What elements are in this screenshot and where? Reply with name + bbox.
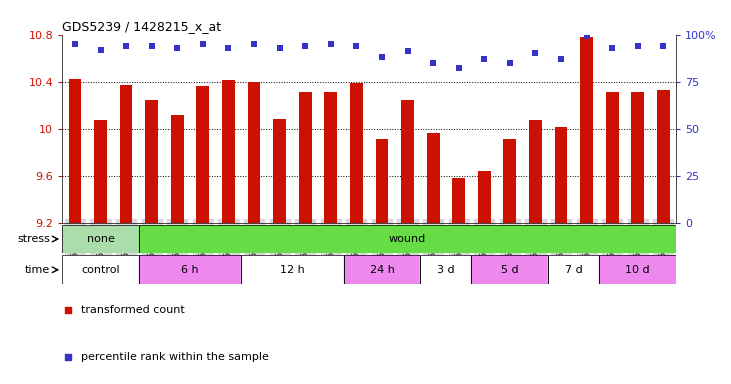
Text: wound: wound <box>389 234 426 244</box>
Text: percentile rank within the sample: percentile rank within the sample <box>80 352 268 362</box>
Point <box>273 45 285 51</box>
Text: GDS5239 / 1428215_x_at: GDS5239 / 1428215_x_at <box>62 20 221 33</box>
Bar <box>299 92 311 223</box>
Bar <box>197 86 209 223</box>
Point <box>249 41 260 47</box>
Bar <box>62 255 139 284</box>
Point <box>145 43 158 49</box>
Bar <box>657 90 670 223</box>
Bar <box>471 255 548 284</box>
Point <box>606 45 618 51</box>
Bar <box>580 37 593 223</box>
Point <box>95 46 107 53</box>
Bar <box>273 119 286 223</box>
Bar <box>62 255 139 284</box>
Point <box>556 56 567 62</box>
Bar <box>555 127 567 223</box>
Point <box>376 54 387 60</box>
Point <box>222 45 234 51</box>
Bar <box>452 178 465 223</box>
Bar <box>478 171 491 223</box>
Bar <box>62 225 139 253</box>
Bar <box>69 79 81 223</box>
Bar <box>171 114 183 223</box>
Bar <box>344 255 420 284</box>
Bar <box>145 101 158 223</box>
Point <box>453 65 465 71</box>
Bar <box>139 255 241 284</box>
Text: 24 h: 24 h <box>369 265 395 275</box>
Bar <box>248 82 260 223</box>
Text: transformed count: transformed count <box>80 305 184 314</box>
Point <box>351 43 363 49</box>
Point <box>658 43 670 49</box>
Point <box>402 48 414 55</box>
Bar <box>427 133 439 223</box>
Text: 7 d: 7 d <box>565 265 583 275</box>
Bar <box>471 255 548 284</box>
Point <box>171 45 183 51</box>
Text: control: control <box>81 265 120 275</box>
Point <box>478 56 490 62</box>
Point <box>325 41 336 47</box>
Bar <box>599 255 676 284</box>
Point <box>62 354 74 360</box>
Text: none: none <box>86 234 115 244</box>
Bar <box>350 83 363 223</box>
Bar <box>599 255 676 284</box>
Point <box>581 33 593 40</box>
Bar <box>241 255 344 284</box>
Bar <box>420 255 471 284</box>
Point <box>62 306 74 313</box>
Bar <box>529 121 542 223</box>
Bar <box>139 255 241 284</box>
Bar <box>62 225 139 253</box>
Bar <box>222 80 235 223</box>
Bar <box>139 225 676 253</box>
Point <box>300 43 311 49</box>
Text: 10 d: 10 d <box>626 265 650 275</box>
Bar <box>241 255 344 284</box>
Bar <box>632 92 644 223</box>
Point <box>504 60 516 66</box>
Bar <box>420 255 471 284</box>
Bar <box>548 255 599 284</box>
Text: 3 d: 3 d <box>437 265 455 275</box>
Bar <box>548 255 599 284</box>
Bar <box>94 121 107 223</box>
Bar <box>401 101 414 223</box>
Bar <box>376 139 388 223</box>
Point <box>632 43 644 49</box>
Point <box>427 60 439 66</box>
Text: 5 d: 5 d <box>501 265 519 275</box>
Bar <box>139 225 676 253</box>
Point <box>529 50 541 56</box>
Text: 6 h: 6 h <box>181 265 199 275</box>
Bar <box>325 92 337 223</box>
Bar <box>344 255 420 284</box>
Point <box>120 43 132 49</box>
Text: 12 h: 12 h <box>280 265 305 275</box>
Bar <box>120 85 132 223</box>
Bar <box>504 139 516 223</box>
Bar <box>606 92 618 223</box>
Text: stress: stress <box>17 234 50 244</box>
Text: time: time <box>25 265 50 275</box>
Point <box>197 41 209 47</box>
Point <box>69 41 81 47</box>
